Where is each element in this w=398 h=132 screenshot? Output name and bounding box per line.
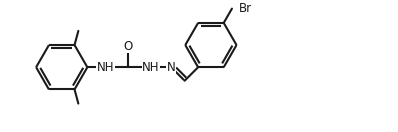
Text: NH: NH bbox=[97, 61, 114, 74]
Text: Br: Br bbox=[239, 2, 252, 15]
Text: NH: NH bbox=[142, 61, 160, 74]
Text: N: N bbox=[167, 61, 176, 74]
Text: O: O bbox=[124, 40, 133, 53]
